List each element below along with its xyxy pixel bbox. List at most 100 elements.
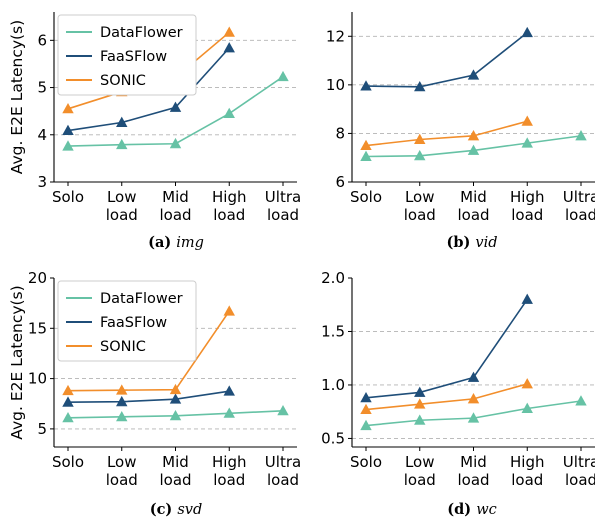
data-point-marker (521, 378, 533, 389)
x-tick-label: High load (212, 453, 246, 489)
y-tick-label: 0.5 (321, 429, 345, 447)
caption-name: vid (475, 235, 497, 251)
data-point-marker (360, 150, 372, 161)
series-dataflower (360, 395, 587, 431)
data-point-marker (169, 137, 182, 149)
legend-entry: DataFlower (100, 25, 183, 41)
x-tick-label: Mid load (457, 188, 489, 224)
data-point-marker (414, 133, 426, 144)
data-point-marker (360, 391, 372, 403)
y-tick-label: 4 (37, 126, 47, 144)
series-faasflow (360, 26, 533, 92)
data-point-marker (521, 115, 533, 126)
x-tick-label: High load (510, 453, 544, 489)
x-tick-label: Solo (350, 453, 382, 471)
data-point-marker (116, 384, 128, 395)
panel-caption: (c) svd (150, 501, 203, 518)
x-tick-label: Ultra load (563, 453, 595, 489)
data-point-marker (467, 393, 480, 404)
data-point-marker (223, 305, 235, 316)
data-point-marker (116, 138, 128, 150)
series-faasflow (360, 293, 533, 403)
legend-box (57, 280, 197, 362)
caption-label: (b) (446, 234, 475, 251)
y-tick-label: 8 (335, 124, 345, 142)
data-point-marker (169, 409, 182, 421)
data-point-marker (223, 42, 235, 53)
data-point-marker (277, 404, 289, 416)
data-point-marker (414, 80, 426, 92)
data-point-marker (414, 386, 426, 397)
data-point-marker (116, 411, 128, 422)
y-tick-label: 20 (28, 269, 47, 287)
data-point-marker (116, 395, 128, 407)
legend-entry: SONIC (100, 339, 146, 355)
series-faasflow (62, 42, 235, 135)
y-tick-label: 10 (326, 76, 345, 94)
data-point-marker (62, 412, 74, 423)
panel-caption: (b) vid (446, 234, 497, 251)
series-line (67, 310, 230, 392)
series-dataflower (360, 130, 587, 161)
y-tick-label: 5 (37, 420, 47, 438)
caption-label: (c) (150, 501, 178, 518)
legend-box (57, 14, 197, 96)
data-point-marker (414, 149, 426, 161)
x-tick-label: High load (510, 188, 544, 224)
series-line (365, 383, 528, 411)
data-point-marker (360, 139, 372, 151)
y-tick-label: 5 (37, 79, 47, 97)
data-point-marker (116, 116, 128, 127)
data-point-marker (467, 69, 480, 80)
data-point-marker (62, 384, 74, 396)
x-tick-label: Ultra load (265, 188, 301, 224)
x-tick-label: Ultra load (563, 188, 595, 224)
data-point-marker (521, 402, 533, 413)
data-point-marker (223, 407, 235, 418)
data-point-marker (169, 383, 182, 395)
series-dataflower (62, 404, 289, 423)
x-tick-label: Low load (404, 453, 436, 489)
chart-panel-b: 6 8 10 12 Solo Low load Mid load High load Ultra loa… (326, 12, 595, 251)
series-line (365, 120, 528, 147)
data-point-marker (467, 412, 480, 423)
data-point-marker (169, 393, 182, 404)
series-sonic (360, 115, 533, 151)
x-tick-label: Solo (350, 188, 382, 206)
chart-panel-d: 0.5 1.0 1.5 2.0 Solo Low load Mid load High load Ul… (321, 269, 595, 518)
legend: DataFlower FaaSFlow SONIC (57, 14, 197, 96)
legend-entry: FaaSFlow (100, 49, 167, 65)
x-tick-label: Solo (52, 453, 84, 471)
panel-caption: (d) wc (447, 501, 496, 518)
caption-label: (a) (148, 234, 176, 251)
data-point-marker (521, 293, 533, 304)
chart-panel-c: 5 10 15 20 Solo Low load Mid load High load Ultra lo… (8, 269, 301, 518)
data-point-marker (223, 107, 235, 118)
caption-name: wc (476, 502, 497, 518)
data-point-marker (169, 101, 182, 112)
x-tick-label: Mid load (457, 453, 489, 489)
y-tick-label: 15 (28, 319, 47, 337)
data-point-marker (467, 144, 480, 155)
series-line (67, 47, 230, 132)
caption-label: (d) (447, 501, 476, 518)
y-tick-label: 12 (326, 27, 345, 45)
x-tick-label: High load (212, 188, 246, 224)
x-tick-label: Low load (106, 453, 138, 489)
chart-panel-a: 3 4 5 6 Solo Low load Mid load High load Ultra load A… (8, 12, 301, 251)
y-tick-label: 1.0 (321, 376, 345, 394)
x-tick-label: Low load (106, 188, 138, 224)
data-point-marker (467, 371, 480, 382)
y-tick-label: 1.5 (321, 322, 345, 340)
data-point-marker (360, 419, 372, 431)
legend-entry: SONIC (100, 73, 146, 89)
data-point-marker (360, 80, 372, 91)
series-sonic (62, 305, 235, 396)
series-line (67, 390, 230, 404)
data-point-marker (62, 102, 74, 114)
y-tick-label: 3 (37, 173, 47, 191)
x-tick-label: Mid load (159, 453, 191, 489)
y-axis-label: Avg. E2E Latency(s) (8, 285, 26, 439)
x-tick-label: Solo (52, 188, 84, 206)
